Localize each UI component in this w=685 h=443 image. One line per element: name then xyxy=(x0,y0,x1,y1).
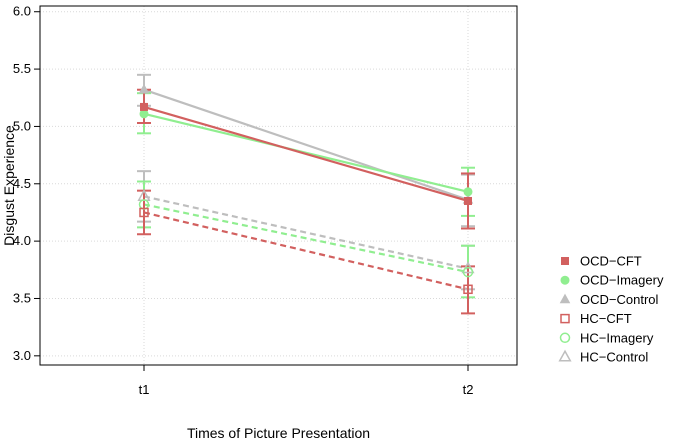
legend: OCD−CFT OCD−Imagery OCD−Control HC−CFT HC−Im… xyxy=(558,254,664,365)
data-point xyxy=(463,187,473,197)
series-line xyxy=(143,195,469,270)
y-tick-label: 5.0 xyxy=(13,118,31,133)
legend-label: OCD−Imagery xyxy=(580,273,664,288)
series-line xyxy=(143,203,469,274)
data-point xyxy=(139,207,149,218)
series-line xyxy=(143,88,469,201)
data-point xyxy=(463,284,473,295)
y-tick-label: 4.5 xyxy=(13,176,31,191)
legend-marker xyxy=(558,349,572,362)
y-tick-label: 6.0 xyxy=(13,4,31,19)
data-point xyxy=(464,196,472,205)
legend-label: OCD−CFT xyxy=(580,254,642,269)
data-point xyxy=(138,83,150,94)
data-points xyxy=(137,83,475,295)
y-axis-title: Disgust Experience xyxy=(1,125,17,246)
y-tick-label: 4.0 xyxy=(13,233,31,248)
series-line xyxy=(143,112,469,193)
y-tick-label: 5.5 xyxy=(13,61,31,76)
y-tick-label: 3.0 xyxy=(13,348,31,363)
x-tick-label: t1 xyxy=(139,382,150,397)
legend-marker xyxy=(559,332,571,344)
data-point xyxy=(140,102,148,111)
legend-label: OCD−Control xyxy=(580,292,658,307)
x-axis-title: Times of Picture Presentation xyxy=(187,425,370,441)
series-line xyxy=(143,105,469,203)
y-tick-label: 3.5 xyxy=(13,290,31,305)
series-line xyxy=(143,211,469,291)
plot-frame xyxy=(39,5,518,366)
data-point xyxy=(462,266,474,278)
legend-marker xyxy=(560,313,570,324)
legend-marker xyxy=(560,275,570,285)
legend-label: HC−Control xyxy=(580,350,648,365)
error-bars xyxy=(137,73,475,315)
legend-label: HC−Imagery xyxy=(580,330,654,345)
x-axis: t1 t2 xyxy=(139,365,474,397)
data-point xyxy=(139,109,149,119)
y-axis: 3.0 3.5 4.0 4.5 5.0 5.5 6.0 xyxy=(13,4,40,363)
x-tick-label: t2 xyxy=(463,382,474,397)
legend-label: HC−CFT xyxy=(580,311,632,326)
legend-marker xyxy=(561,257,569,265)
legend-marker xyxy=(559,293,571,304)
series-lines xyxy=(143,88,469,291)
